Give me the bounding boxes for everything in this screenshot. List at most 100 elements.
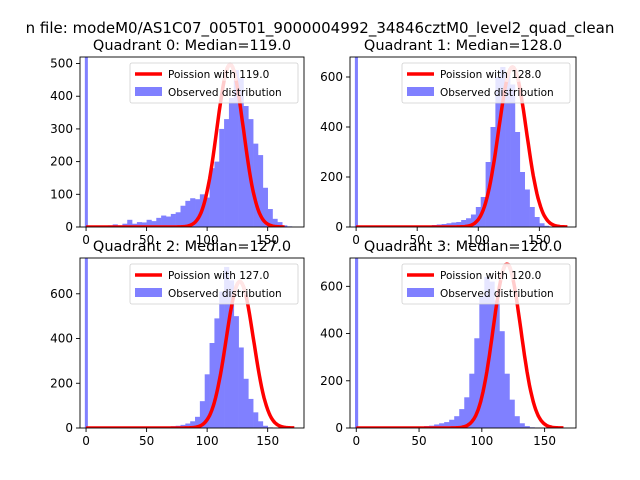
histogram-bar	[272, 218, 278, 227]
y-tick-label: 400	[320, 327, 343, 341]
histogram-bar	[434, 424, 440, 428]
histogram-bar	[185, 423, 191, 428]
y-tick-label: 0	[65, 220, 73, 234]
histogram-bar	[534, 217, 540, 227]
quadrant-3-title: Quadrant 3: Median=120.0	[364, 239, 562, 255]
histogram-bar	[519, 172, 525, 227]
histogram-bar	[470, 214, 477, 227]
histogram-bar	[141, 222, 147, 227]
zero-spike-bar	[354, 57, 358, 227]
legend-line-label: Poission with 127.0	[168, 270, 269, 282]
histogram-bar	[170, 213, 176, 227]
histogram-bar	[214, 161, 220, 227]
histogram-bar	[277, 222, 283, 227]
histogram-bar	[466, 218, 472, 227]
quadrant-1-title: Quadrant 1: Median=128.0	[364, 38, 562, 54]
axes-frame	[349, 257, 577, 429]
histogram-bar	[195, 416, 201, 428]
zero-spike-bar	[355, 258, 359, 428]
x-tick-label: 50	[411, 434, 426, 448]
y-tick-label: 500	[50, 57, 73, 71]
poisson-curve	[85, 62, 286, 227]
quadrant-0-title: Quadrant 0: Median=119.0	[93, 38, 291, 54]
histogram-bar	[233, 70, 239, 227]
histogram-bar	[199, 401, 206, 428]
histogram-bar	[504, 373, 510, 428]
histogram-bar	[136, 222, 143, 227]
legend-hist-label: Observed distribution	[440, 87, 554, 99]
histogram-bar	[190, 421, 196, 428]
quadrant-3-panel: 0 50 100 150 0 200 400 600 Quadrant 3: Median=12…	[320, 239, 577, 448]
quadrant-2-panel: 0 50 100 150 0 200 400 600 Quadrant 2: Median=12…	[50, 239, 305, 448]
quadrant-2-title: Quadrant 2: Median=127.0	[93, 239, 291, 255]
histogram-bar	[459, 409, 465, 428]
histogram-bar	[219, 128, 225, 227]
histogram-bar	[253, 143, 259, 227]
legend-hist-swatch	[135, 288, 162, 297]
legend-hist-swatch	[407, 87, 434, 96]
legend: Poission with 119.0 Observed distribution	[129, 62, 299, 104]
histogram-bar	[454, 416, 460, 428]
histogram-bar	[175, 212, 181, 227]
figure-suptitle: n file: modeM0/AS1C07_005T01_9000004992_…	[26, 19, 615, 38]
histogram-bar	[529, 207, 535, 227]
histogram-bar	[257, 155, 264, 227]
legend-box	[129, 263, 299, 305]
y-tick-label: 300	[50, 122, 73, 136]
legend-box	[401, 62, 571, 104]
histogram-bar	[204, 374, 210, 428]
legend-line-label: Poission with 120.0	[440, 270, 541, 282]
y-tick-label: 200	[50, 155, 73, 169]
legend-hist-label: Observed distribution	[440, 288, 554, 300]
histogram-bar	[146, 219, 152, 227]
zero-spike-bar	[84, 57, 88, 227]
histogram-bar	[494, 300, 500, 428]
poisson-curve	[355, 262, 564, 428]
histogram-bar	[180, 205, 186, 227]
histogram-bar	[190, 198, 196, 227]
y-tick-label: 600	[320, 279, 343, 293]
histogram-bar	[209, 168, 215, 227]
histogram-bar	[544, 225, 550, 227]
histogram-bar	[474, 338, 480, 428]
histogram-bar	[489, 281, 495, 428]
axes-frame	[349, 56, 577, 228]
legend: Poission with 120.0 Observed distribution	[401, 263, 571, 305]
histogram-bar	[243, 378, 249, 428]
histogram-bar	[456, 222, 462, 227]
histogram-bar	[214, 318, 220, 428]
histogram-bar	[509, 399, 515, 428]
x-tick-label: 50	[139, 434, 154, 448]
x-tick-label: 150	[533, 434, 556, 448]
histogram-bar	[510, 84, 516, 227]
histogram-bar	[161, 215, 167, 227]
y-tick-label: 600	[320, 70, 343, 84]
histogram-bar	[224, 119, 230, 227]
histogram-bar	[514, 132, 521, 227]
histogram-bar	[524, 189, 530, 227]
x-tick-label: 100	[196, 434, 219, 448]
histogram-bar	[446, 223, 452, 227]
x-tick-label: 150	[256, 434, 279, 448]
legend-hist-swatch	[135, 87, 162, 96]
y-tick-label: 400	[320, 120, 343, 134]
legend-box	[129, 62, 299, 104]
y-tick-label: 100	[50, 187, 73, 201]
x-tick-label: 0	[82, 434, 90, 448]
y-tick-label: 400	[50, 89, 73, 103]
y-tick-label: 0	[65, 421, 73, 435]
zero-spike-bar	[84, 258, 88, 428]
x-tick-label: 100	[196, 233, 219, 247]
y-tick-label: 0	[335, 421, 343, 435]
quadrant-0-panel: 0 50 100 150 0 100 200 300 400 500 Quadrant 0: Med…	[50, 38, 305, 247]
histogram-bar	[469, 373, 475, 428]
legend-line-label: Poission with 119.0	[168, 69, 269, 81]
legend-line-label: Poission with 128.0	[440, 69, 541, 81]
histogram-bar	[238, 78, 244, 227]
x-tick-label: 50	[410, 233, 425, 247]
histogram-bar	[495, 77, 501, 227]
axes-frame	[79, 56, 305, 228]
legend-hist-swatch	[407, 288, 434, 297]
y-tick-label: 200	[320, 170, 343, 184]
x-tick-label: 0	[82, 233, 90, 247]
